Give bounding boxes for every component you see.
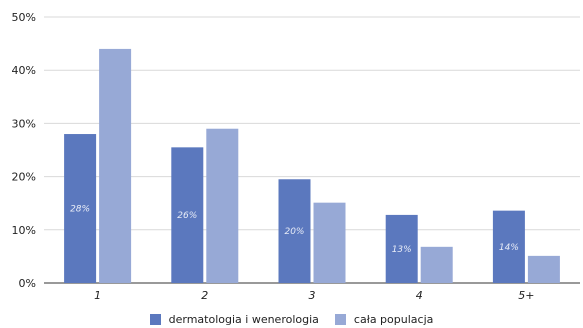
legend-label-population: cała populacja [353,313,434,326]
x-tick-label: 4 [416,289,423,302]
bar-data-label: 13% [392,245,412,255]
bar [206,128,239,283]
legend-item-dermatology: dermatologia i wenerologia [149,313,319,326]
legend-swatch-dermatology [149,314,161,325]
y-tick-label: 10% [12,224,36,237]
bar-data-label: 26% [177,211,197,221]
bar [492,210,525,283]
bar-data-label: 28% [70,205,90,215]
legend-item-population: cała populacja [334,313,434,326]
bar [527,255,560,283]
bar [278,179,311,283]
bar-data-label: 20% [284,227,304,237]
y-tick-label: 20% [12,171,36,184]
x-tick-label: 1 [94,289,101,302]
x-tick-label: 3 [309,289,316,302]
legend-label-dermatology: dermatologia i wenerologia [168,313,319,326]
y-tick-label: 30% [12,117,36,130]
bar-data-label: 14% [499,243,519,253]
bar [420,246,453,283]
bar [64,134,97,283]
legend: dermatologia i wenerologia cała populacj… [0,313,583,326]
bar [99,48,132,283]
bar [313,202,346,283]
x-tick-label: 2 [201,289,208,302]
x-tick-label: 5+ [518,289,534,302]
bar-chart: 0% 10% 20% 30% 40% 50% 28% 1 26% 2 20% 3 13% 4 14% 5+ [12,11,580,302]
legend-swatch-population [334,314,346,325]
y-tick-label: 40% [12,64,36,77]
bar [171,147,204,283]
y-tick-label: 50% [12,11,36,24]
bar [385,214,418,283]
y-tick-label: 0% [19,277,36,290]
